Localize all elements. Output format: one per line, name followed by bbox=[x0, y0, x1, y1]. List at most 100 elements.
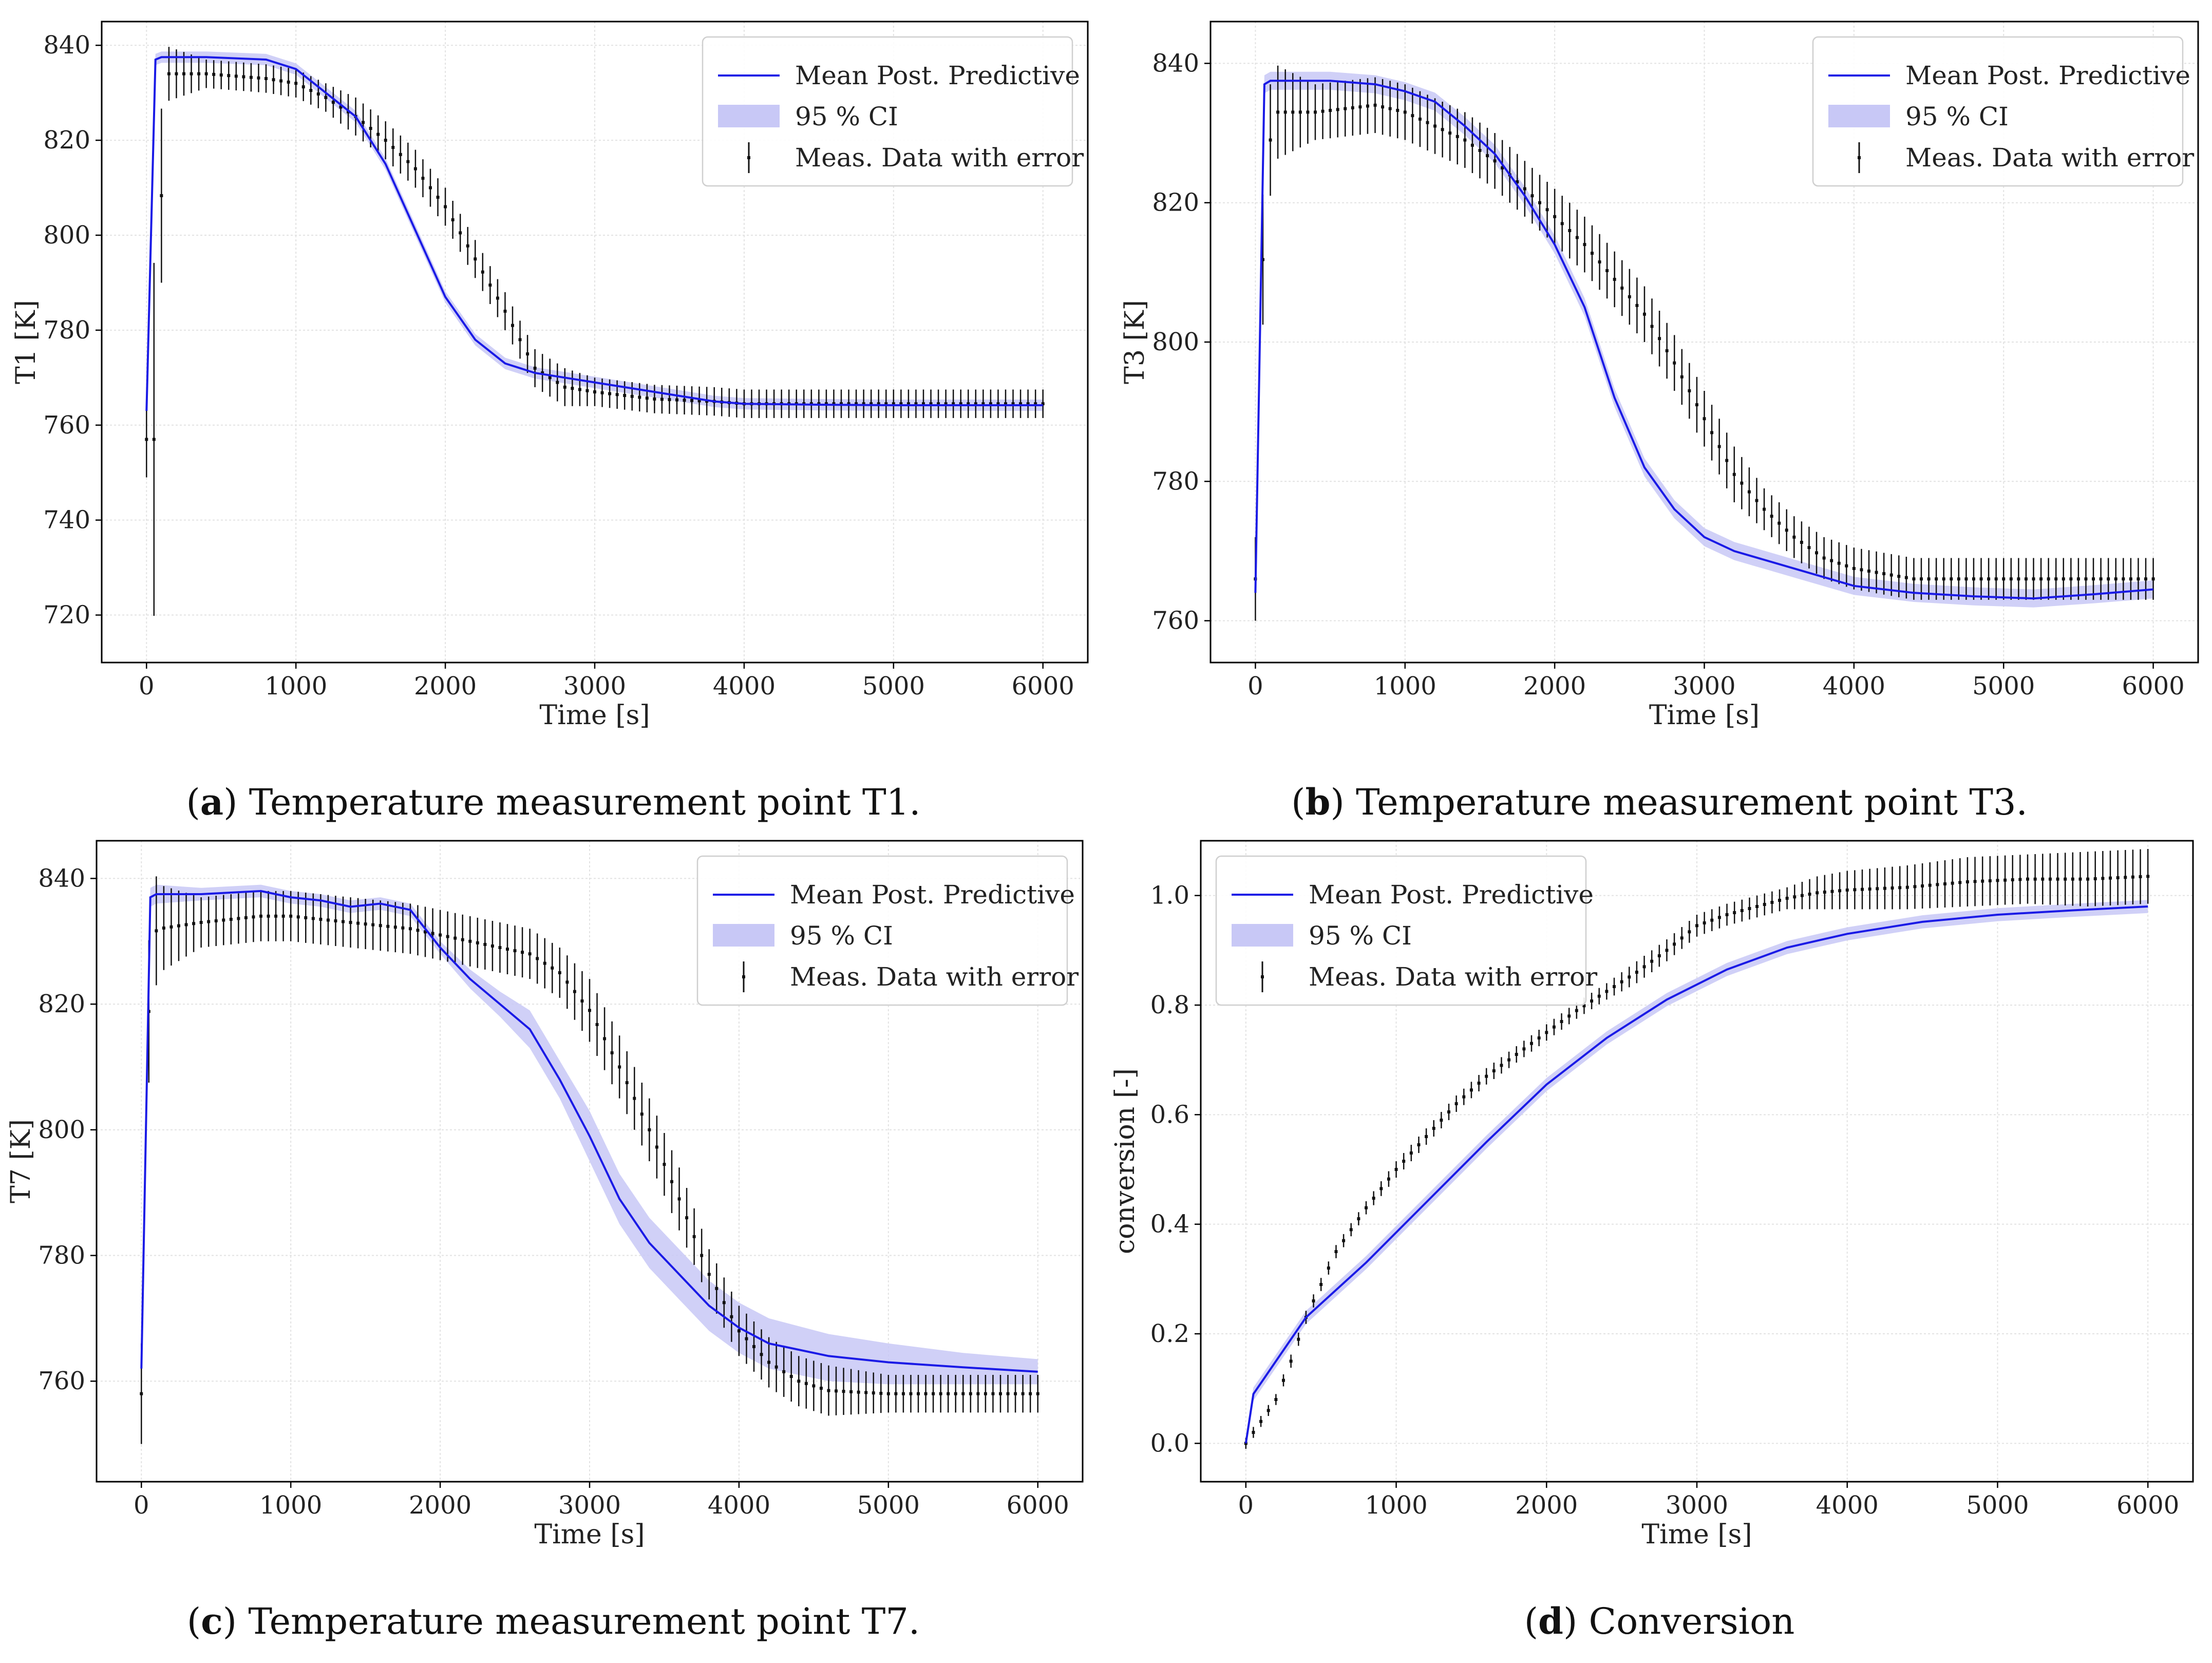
meas-point bbox=[840, 402, 843, 406]
meas-point bbox=[204, 72, 208, 75]
meas-point bbox=[745, 1337, 748, 1340]
meas-point bbox=[175, 72, 178, 75]
meas-point bbox=[1889, 573, 1893, 577]
meas-point bbox=[991, 1392, 995, 1395]
meas-point bbox=[2137, 577, 2140, 581]
mean-line bbox=[145, 56, 1043, 411]
meas-point bbox=[690, 399, 694, 402]
legend-ci-swatch bbox=[713, 924, 774, 947]
meas-point bbox=[1927, 577, 1931, 581]
meas-point bbox=[1523, 187, 1526, 191]
meas-point bbox=[406, 160, 410, 163]
meas-point bbox=[1283, 110, 1287, 114]
meas-point bbox=[274, 914, 278, 918]
x-axis-label: Time [s] bbox=[1649, 700, 1760, 731]
meas-point bbox=[1381, 105, 1385, 109]
meas-point bbox=[580, 999, 584, 1003]
meas-point bbox=[1628, 975, 1631, 979]
legend-meas-label: Meas. Data with error bbox=[1309, 962, 1597, 992]
meas-point bbox=[1029, 1392, 1032, 1395]
legend-box bbox=[696, 855, 1068, 1006]
meas-point bbox=[1875, 571, 1878, 574]
mean-line bbox=[1254, 80, 2153, 600]
meas-point bbox=[906, 402, 910, 406]
meas-point bbox=[1994, 577, 1998, 581]
meas-point bbox=[1628, 295, 1631, 298]
meas-point bbox=[167, 72, 171, 75]
meas-point bbox=[685, 1216, 689, 1220]
x-tick-label: 1000 bbox=[1374, 672, 1436, 701]
meas-point bbox=[1244, 1442, 1247, 1445]
meas-point bbox=[384, 139, 387, 142]
meas-point bbox=[536, 957, 539, 960]
meas-point bbox=[1740, 481, 1744, 485]
meas-point bbox=[1538, 201, 1541, 204]
meas-point bbox=[1732, 473, 1736, 476]
x-tick-label: 3000 bbox=[563, 672, 626, 701]
meas-point bbox=[593, 390, 596, 394]
meas-point bbox=[989, 402, 992, 406]
meas-point bbox=[804, 1382, 808, 1385]
meas-point bbox=[623, 394, 627, 397]
y-tick-label: 800 bbox=[1152, 328, 1199, 356]
meas-point bbox=[364, 922, 367, 926]
meas-point bbox=[1620, 286, 1624, 290]
meas-point bbox=[855, 402, 858, 406]
meas-point bbox=[2139, 875, 2142, 878]
meas-point bbox=[1426, 121, 1429, 124]
meas-point bbox=[999, 1392, 1002, 1395]
x-tick-label: 5000 bbox=[862, 672, 925, 701]
meas-point bbox=[1351, 106, 1354, 109]
meas-point bbox=[1837, 561, 1841, 565]
meas-point bbox=[1478, 148, 1482, 152]
meas-point bbox=[2033, 877, 2037, 881]
meas-point bbox=[974, 402, 977, 406]
legend: Mean Post. Predictive 95 % CI Meas. Data w… bbox=[1812, 36, 2194, 187]
meas-point bbox=[660, 398, 664, 401]
meas-point bbox=[2032, 577, 2035, 581]
x-tick-label: 0 bbox=[134, 1491, 149, 1520]
meas-point bbox=[1269, 138, 1272, 142]
meas-point bbox=[1861, 887, 1864, 891]
meas-point bbox=[190, 72, 193, 75]
meas-point bbox=[1650, 325, 1654, 328]
meas-point bbox=[1312, 1299, 1315, 1302]
meas-point bbox=[1344, 107, 1347, 110]
meas-point bbox=[2122, 577, 2125, 581]
legend-meas-label: Meas. Data with error bbox=[795, 143, 1084, 173]
meas-point bbox=[640, 1112, 644, 1116]
meas-point bbox=[1979, 577, 1983, 581]
meas-point bbox=[2116, 876, 2120, 879]
meas-point bbox=[969, 1392, 972, 1395]
meas-point bbox=[526, 352, 530, 356]
meas-point bbox=[281, 914, 285, 918]
meas-point bbox=[2017, 577, 2020, 581]
meas-point bbox=[2011, 878, 2014, 881]
meas-point bbox=[1748, 907, 1751, 910]
meas-point bbox=[483, 942, 487, 946]
legend-mean-label: Mean Post. Predictive bbox=[1309, 880, 1594, 910]
measurements bbox=[1254, 65, 2155, 621]
x-tick-label: 6000 bbox=[2122, 672, 2185, 701]
meas-point bbox=[1372, 1197, 1375, 1200]
meas-point bbox=[886, 1392, 890, 1395]
meas-point bbox=[1853, 888, 1857, 892]
meas-point bbox=[1950, 577, 1953, 581]
meas-point bbox=[722, 1301, 726, 1305]
meas-point bbox=[1266, 1409, 1270, 1412]
meas-point bbox=[2009, 577, 2013, 581]
meas-point bbox=[1041, 402, 1045, 406]
meas-point bbox=[334, 919, 337, 922]
meas-point bbox=[1402, 1160, 1406, 1163]
meas-point bbox=[1463, 138, 1467, 142]
meas-point bbox=[1657, 954, 1661, 957]
meas-point bbox=[264, 77, 268, 80]
meas-point bbox=[324, 96, 328, 99]
meas-point bbox=[959, 402, 962, 406]
meas-point bbox=[2018, 878, 2022, 881]
y-tick-label: 0.6 bbox=[1150, 1100, 1189, 1129]
meas-point bbox=[429, 186, 432, 190]
meas-point bbox=[563, 385, 566, 389]
meas-point bbox=[1658, 337, 1661, 341]
meas-point bbox=[832, 402, 836, 406]
